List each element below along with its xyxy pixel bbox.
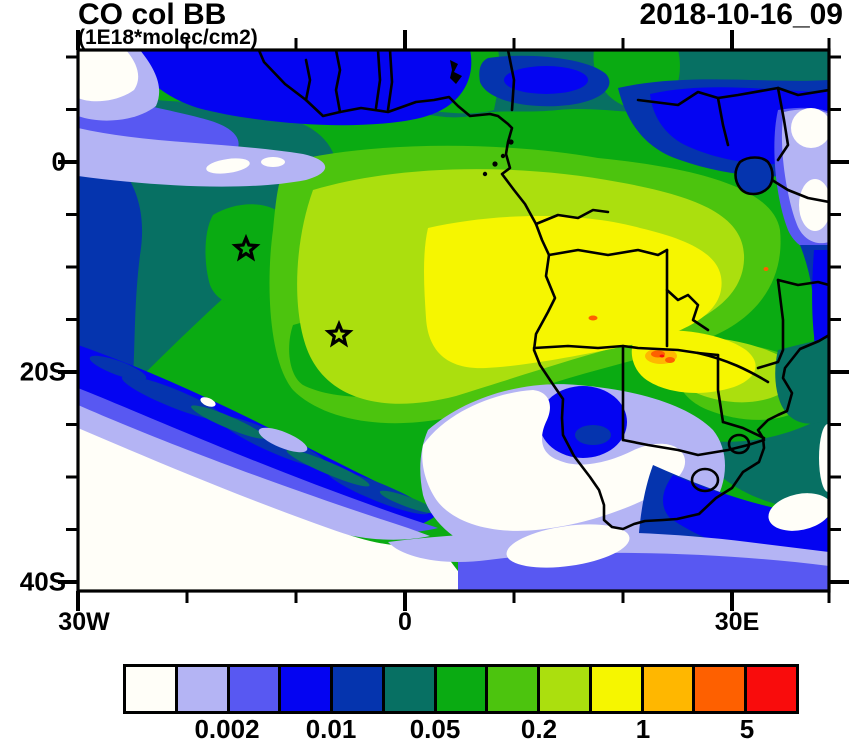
station-markers <box>231 233 354 348</box>
colorbar-cell <box>333 667 385 711</box>
colorbar-cell <box>177 667 230 711</box>
colorbar-cell <box>384 667 437 711</box>
colorbar-cell <box>643 667 696 711</box>
x-tick-label: 30W <box>58 608 110 636</box>
star-marker <box>231 233 261 262</box>
colorbar-cell <box>436 667 489 711</box>
y-tick-label: 0 <box>51 146 66 177</box>
colorbar-cell <box>695 667 748 711</box>
colorbar-tick-label: 1 <box>635 714 651 744</box>
colorbar-labels: 0.002 0.01 0.05 0.2 1 5 <box>123 714 799 746</box>
contour-field <box>78 50 829 591</box>
colorbar-cell <box>591 667 644 711</box>
colorbar <box>123 664 799 714</box>
colorbar-tick-label: 5 <box>739 714 755 744</box>
x-tick-label: 0 <box>398 608 412 636</box>
x-tick-label: 30E <box>714 608 760 636</box>
star-marker <box>324 319 354 348</box>
plot-title: CO col BB <box>78 0 227 31</box>
plot-timestamp: 2018-10-16_09 <box>639 0 843 31</box>
colorbar-cell <box>488 667 541 711</box>
colorbar-cell <box>747 667 796 711</box>
axis-ticks <box>58 30 849 611</box>
colorbar-cell <box>540 667 592 711</box>
colorbar-tick-label: 0.01 <box>305 714 357 744</box>
colorbar-tick-label: 0.2 <box>520 714 558 744</box>
lake-victoria <box>734 156 774 196</box>
y-tick-label: 20S <box>19 356 66 387</box>
colorbar-tick-label: 0.05 <box>409 714 461 744</box>
colorbar-cell <box>229 667 282 711</box>
island-dots <box>450 60 514 177</box>
y-tick-label: 40S <box>19 566 66 597</box>
colorbar-cell <box>126 667 178 711</box>
country-borders <box>257 50 829 531</box>
colorbar-tick-label: 0.002 <box>194 714 260 744</box>
colorbar-cell <box>281 667 334 711</box>
plot-units-subtitle: (1E18*molec/cm2) <box>78 26 258 49</box>
